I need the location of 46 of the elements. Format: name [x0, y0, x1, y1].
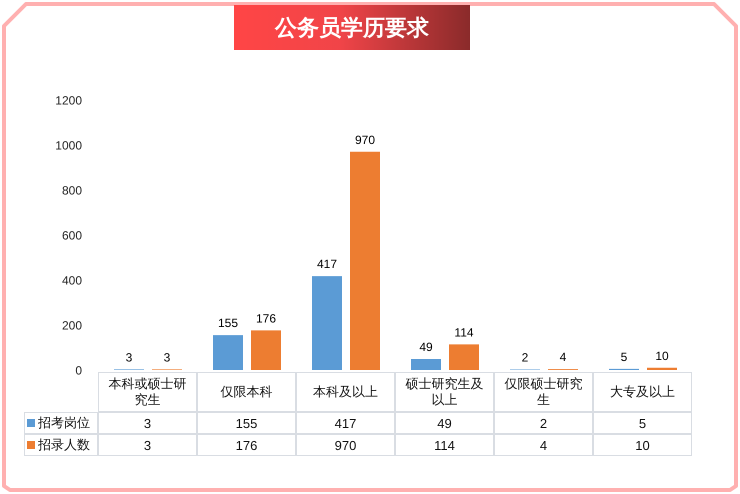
data-label: 3 [126, 350, 133, 364]
text: 5 [638, 416, 646, 430]
x-tick-label: 本科及以上 [313, 384, 378, 400]
chart-title: 公务员学历要求 [275, 14, 429, 42]
text: 155 [236, 416, 258, 430]
y-tick-label: 600 [62, 228, 82, 242]
bar [411, 358, 441, 370]
data-label: 114 [454, 325, 474, 340]
data-label: 10 [655, 348, 669, 363]
data-label: 155 [218, 316, 238, 330]
bar [350, 152, 380, 370]
text: 970 [334, 438, 356, 452]
text: 2 [540, 416, 548, 430]
data-label: 5 [620, 350, 628, 364]
text: 10 [635, 438, 650, 452]
bar [213, 335, 243, 370]
y-tick-label: 400 [62, 273, 82, 288]
bar [312, 276, 342, 370]
y-tick-label: 200 [62, 318, 82, 332]
data-label: 417 [316, 257, 338, 272]
text: 3 [144, 438, 152, 452]
text: 114 [434, 438, 455, 452]
text: 49 [437, 416, 452, 430]
x-tick-label: 仅限硕士研究生 [504, 376, 584, 408]
text: 176 [236, 438, 258, 452]
data-label: 970 [354, 132, 376, 147]
legend-label: 招考岗位 [38, 414, 90, 432]
bar [251, 330, 281, 370]
x-tick-label: 硕士研究生及以上 [404, 376, 484, 408]
data-label: 49 [419, 340, 433, 354]
legend-label: 招录人数 [38, 436, 90, 454]
data-label: 2 [522, 350, 529, 365]
y-tick-label: 0 [75, 363, 82, 378]
data-label: 3 [164, 350, 171, 364]
data-label: 176 [256, 311, 276, 326]
x-tick-label: 大专及以上 [610, 384, 675, 400]
text: 4 [540, 438, 548, 452]
data-label: 4 [560, 350, 567, 364]
x-tick-label: 本科或硕士研究生 [108, 376, 188, 408]
y-tick-label: 800 [62, 183, 82, 198]
x-tick-label: 仅限本科 [220, 384, 272, 400]
text: 417 [334, 416, 356, 430]
y-tick-label: 1000 [55, 138, 82, 152]
y-tick-label: 1200 [55, 93, 82, 108]
bar [449, 344, 479, 370]
text: 3 [144, 416, 152, 430]
